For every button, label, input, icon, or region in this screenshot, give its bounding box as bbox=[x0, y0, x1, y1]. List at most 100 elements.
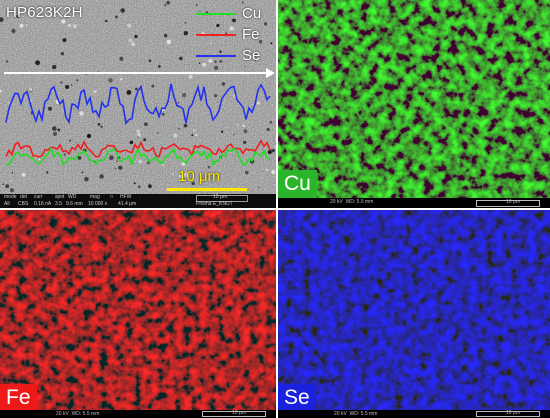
legend: Cu Fe Se bbox=[196, 3, 266, 66]
map-info-bar: 20 kV WD: 5.5 mm 10 μm bbox=[278, 410, 550, 418]
grain bbox=[191, 181, 195, 186]
grain bbox=[188, 74, 193, 79]
grain bbox=[229, 26, 234, 31]
info-value: 3.5 bbox=[55, 201, 62, 207]
grain bbox=[177, 102, 180, 104]
info-header: mag bbox=[90, 194, 100, 200]
grain bbox=[166, 39, 171, 45]
map-info-text: 20 kV WD: 5.5 mm bbox=[330, 199, 374, 205]
grain bbox=[0, 17, 4, 22]
grain bbox=[244, 65, 246, 67]
grain bbox=[216, 23, 220, 28]
grain bbox=[195, 4, 198, 6]
grain bbox=[63, 153, 67, 156]
grain bbox=[81, 171, 84, 174]
grain bbox=[179, 56, 183, 61]
grain bbox=[144, 122, 148, 126]
grain bbox=[126, 90, 132, 95]
info-scale-box bbox=[196, 195, 248, 202]
grain bbox=[52, 64, 57, 70]
info-scale: 10 μm bbox=[213, 194, 227, 200]
grain bbox=[134, 34, 138, 39]
grain bbox=[119, 56, 124, 61]
map-scale: 10 μm bbox=[506, 410, 520, 416]
grain bbox=[70, 84, 73, 86]
grain bbox=[143, 138, 147, 142]
grain bbox=[60, 52, 65, 56]
info-header: WD bbox=[68, 194, 77, 200]
grain bbox=[120, 78, 123, 81]
grain bbox=[137, 136, 139, 138]
scan-arrow-icon bbox=[266, 68, 275, 78]
grain bbox=[48, 106, 52, 111]
map-info-bar: 20 kV WD: 5.5 mm 10 μm bbox=[0, 410, 276, 418]
grain bbox=[133, 182, 136, 185]
grain bbox=[232, 18, 236, 23]
grain bbox=[232, 133, 235, 136]
grain bbox=[213, 65, 219, 71]
grain bbox=[118, 165, 123, 170]
grain bbox=[221, 82, 226, 86]
grain bbox=[166, 0, 170, 5]
grain bbox=[86, 133, 92, 139]
grain bbox=[183, 31, 188, 36]
grain bbox=[243, 140, 247, 144]
info-header: □ bbox=[110, 194, 114, 200]
map-scale-box bbox=[476, 200, 540, 207]
legend-item-cu: Cu bbox=[196, 3, 266, 24]
info-header: spot bbox=[55, 194, 65, 200]
grain bbox=[71, 16, 73, 19]
grain bbox=[25, 24, 28, 26]
cu-line-scan bbox=[5, 146, 271, 167]
grain bbox=[202, 62, 207, 67]
info-header: curr bbox=[34, 194, 43, 200]
grain bbox=[138, 159, 143, 164]
grain bbox=[162, 163, 165, 167]
grain bbox=[5, 184, 10, 189]
sample-label: HP623K2H bbox=[6, 4, 83, 21]
grain bbox=[274, 145, 276, 148]
grain bbox=[38, 158, 41, 161]
map-info-bar: 20 kV WD: 5.5 mm 10 μm bbox=[278, 198, 550, 208]
info-value: 10 000 x bbox=[88, 201, 108, 207]
grain bbox=[244, 170, 249, 175]
info-value: 0.16 nA bbox=[34, 201, 52, 207]
legend-swatch-se bbox=[196, 54, 236, 57]
grain bbox=[219, 59, 223, 63]
grain bbox=[6, 60, 9, 63]
sem-image-panel: HP623K2H Cu Fe Se 10 μm mode det curr sp… bbox=[0, 0, 276, 208]
grain bbox=[236, 124, 239, 127]
grain bbox=[11, 28, 16, 34]
grain bbox=[135, 87, 138, 91]
legend-swatch-fe bbox=[196, 33, 236, 36]
legend-label: Se bbox=[242, 47, 261, 64]
grain bbox=[8, 175, 11, 177]
cu-map-panel: Cu 20 kV WD: 5.5 mm 10 μm bbox=[278, 0, 550, 208]
grain bbox=[10, 179, 13, 182]
se-map-panel: Se 20 kV WD: 5.5 mm 10 μm bbox=[278, 210, 550, 418]
grain bbox=[242, 124, 245, 128]
grain bbox=[183, 123, 188, 128]
grain bbox=[93, 90, 97, 94]
grain bbox=[77, 156, 82, 160]
fe-map bbox=[0, 210, 276, 418]
grain bbox=[163, 3, 167, 7]
grain bbox=[114, 167, 117, 170]
grain bbox=[61, 19, 66, 24]
grain bbox=[208, 59, 213, 63]
grain bbox=[57, 128, 61, 132]
grain bbox=[269, 120, 273, 124]
grain bbox=[173, 133, 178, 138]
element-badge-cu: Cu bbox=[278, 170, 317, 198]
grain bbox=[194, 133, 198, 137]
grain bbox=[100, 125, 103, 128]
map-scale-box bbox=[476, 411, 540, 417]
element-badge-se: Se bbox=[278, 384, 316, 412]
grain bbox=[161, 112, 165, 116]
grain bbox=[157, 65, 161, 68]
grain bbox=[28, 88, 33, 92]
info-header: mode bbox=[4, 194, 17, 200]
grain bbox=[151, 84, 155, 88]
grain bbox=[244, 38, 246, 40]
legend-item-fe: Fe bbox=[196, 24, 266, 45]
